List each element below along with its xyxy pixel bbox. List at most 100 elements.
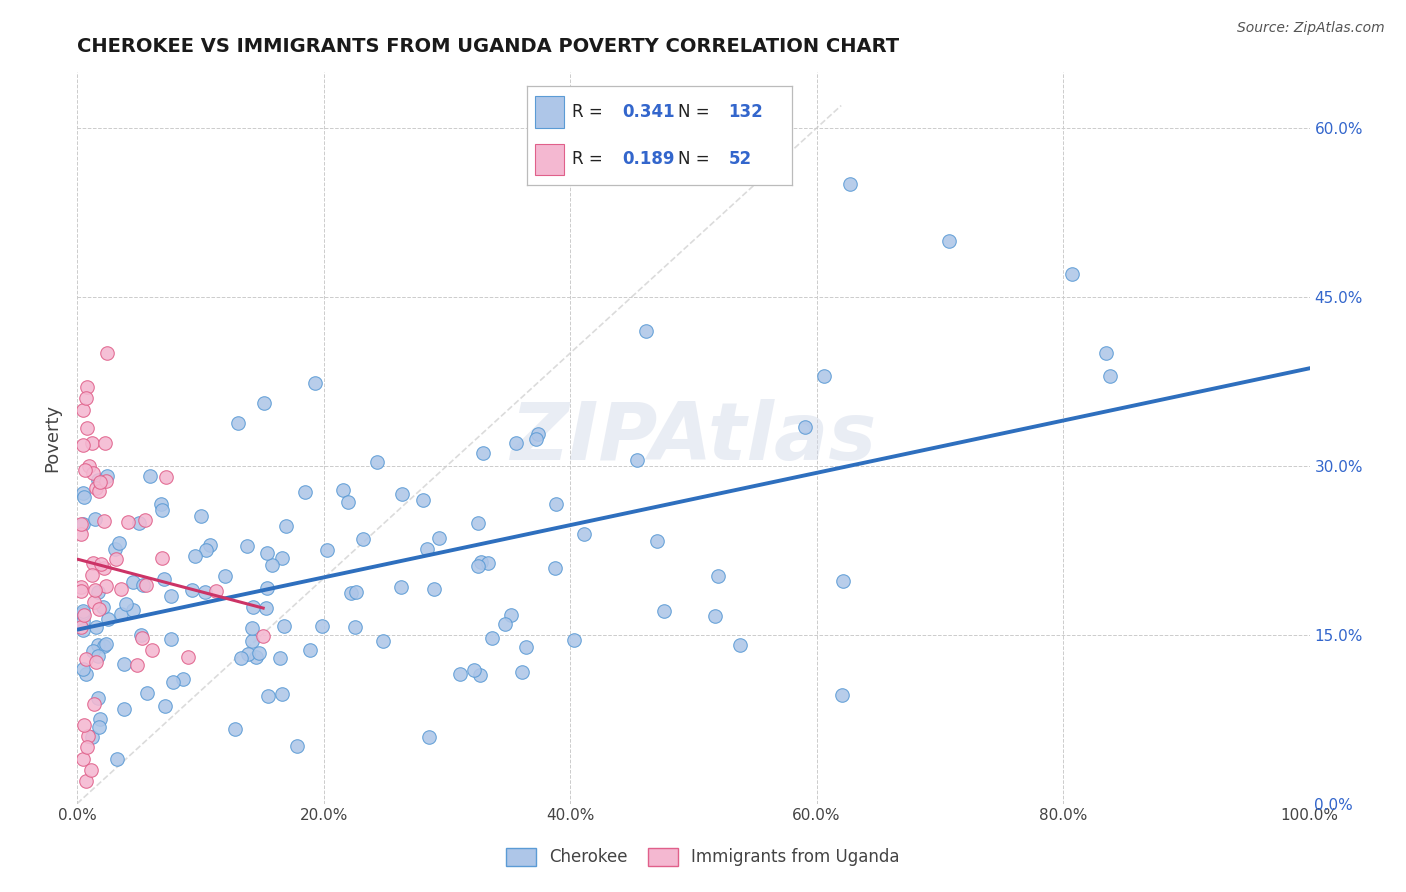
Point — [90, 557, 112, 571]
Point — [75, 463, 97, 477]
Point — [703, 609, 725, 624]
Point — [240, 634, 263, 648]
Point — [391, 486, 413, 500]
Point — [135, 578, 157, 592]
Point — [69, 517, 91, 532]
Point — [562, 633, 585, 648]
Point — [515, 640, 537, 654]
Point — [494, 616, 516, 631]
Point — [69, 526, 91, 541]
Point — [501, 608, 523, 623]
Point — [247, 646, 270, 660]
Point — [72, 751, 94, 765]
Point — [80, 568, 103, 582]
Point — [149, 497, 172, 511]
Point — [87, 639, 110, 653]
Point — [110, 607, 132, 622]
Point — [79, 458, 101, 473]
Point — [141, 643, 163, 657]
Point — [72, 606, 94, 620]
Point — [83, 698, 105, 712]
Text: CHEROKEE VS IMMIGRANTS FROM UGANDA POVERTY CORRELATION CHART: CHEROKEE VS IMMIGRANTS FROM UGANDA POVER… — [77, 37, 900, 56]
Point — [84, 512, 107, 526]
Point — [93, 639, 115, 653]
Point — [472, 445, 495, 459]
Legend: Cherokee, Immigrants from Uganda: Cherokee, Immigrants from Uganda — [499, 841, 907, 873]
Point — [527, 427, 550, 442]
Point — [242, 600, 264, 615]
Point — [131, 631, 153, 645]
Point — [728, 638, 751, 652]
Point — [240, 621, 263, 635]
Point — [80, 436, 103, 450]
Point — [75, 774, 97, 789]
Point — [122, 603, 145, 617]
Point — [87, 690, 110, 705]
Point — [1060, 268, 1083, 282]
Point — [82, 556, 104, 570]
Point — [235, 539, 257, 553]
Point — [107, 752, 129, 766]
Point — [160, 589, 183, 603]
Point — [87, 473, 110, 487]
Point — [96, 469, 118, 483]
Point — [477, 557, 499, 571]
Point — [256, 545, 278, 559]
Point — [254, 600, 277, 615]
Point — [112, 657, 135, 671]
Point — [128, 516, 150, 531]
Point — [524, 432, 547, 446]
Point — [155, 469, 177, 483]
Point — [114, 598, 136, 612]
Point — [89, 475, 111, 490]
Point — [463, 663, 485, 677]
Point — [449, 667, 471, 681]
Point — [481, 631, 503, 645]
Point — [214, 569, 236, 583]
Point — [626, 453, 648, 467]
Point — [470, 555, 492, 569]
Point — [371, 633, 394, 648]
Point — [304, 376, 326, 390]
Point — [132, 577, 155, 591]
Point — [83, 595, 105, 609]
Point — [316, 543, 339, 558]
Point — [69, 580, 91, 594]
Point — [152, 551, 174, 566]
Point — [96, 612, 118, 626]
Point — [84, 582, 107, 597]
Point — [269, 650, 291, 665]
Point — [160, 632, 183, 646]
Point — [153, 698, 176, 713]
Point — [117, 515, 139, 529]
Point — [423, 582, 446, 597]
Point — [72, 605, 94, 619]
Point — [84, 655, 107, 669]
Point — [153, 572, 176, 586]
Point — [89, 712, 111, 726]
Point — [467, 559, 489, 574]
Point — [198, 538, 221, 552]
Point — [427, 531, 450, 545]
Point — [412, 492, 434, 507]
Point — [75, 391, 97, 405]
Point — [332, 483, 354, 497]
Point — [544, 561, 567, 575]
Point — [184, 549, 207, 563]
Point — [1095, 346, 1118, 360]
Point — [938, 234, 960, 248]
Point — [172, 673, 194, 687]
Point — [344, 584, 367, 599]
Point — [94, 578, 117, 592]
Point — [86, 620, 108, 634]
Point — [122, 575, 145, 590]
Point — [336, 495, 359, 509]
Point — [344, 620, 367, 634]
Point — [73, 490, 96, 504]
Point — [91, 599, 114, 614]
Point — [294, 485, 316, 500]
Point — [831, 688, 853, 702]
Point — [839, 178, 862, 192]
Point — [75, 652, 97, 666]
Point — [76, 740, 98, 755]
